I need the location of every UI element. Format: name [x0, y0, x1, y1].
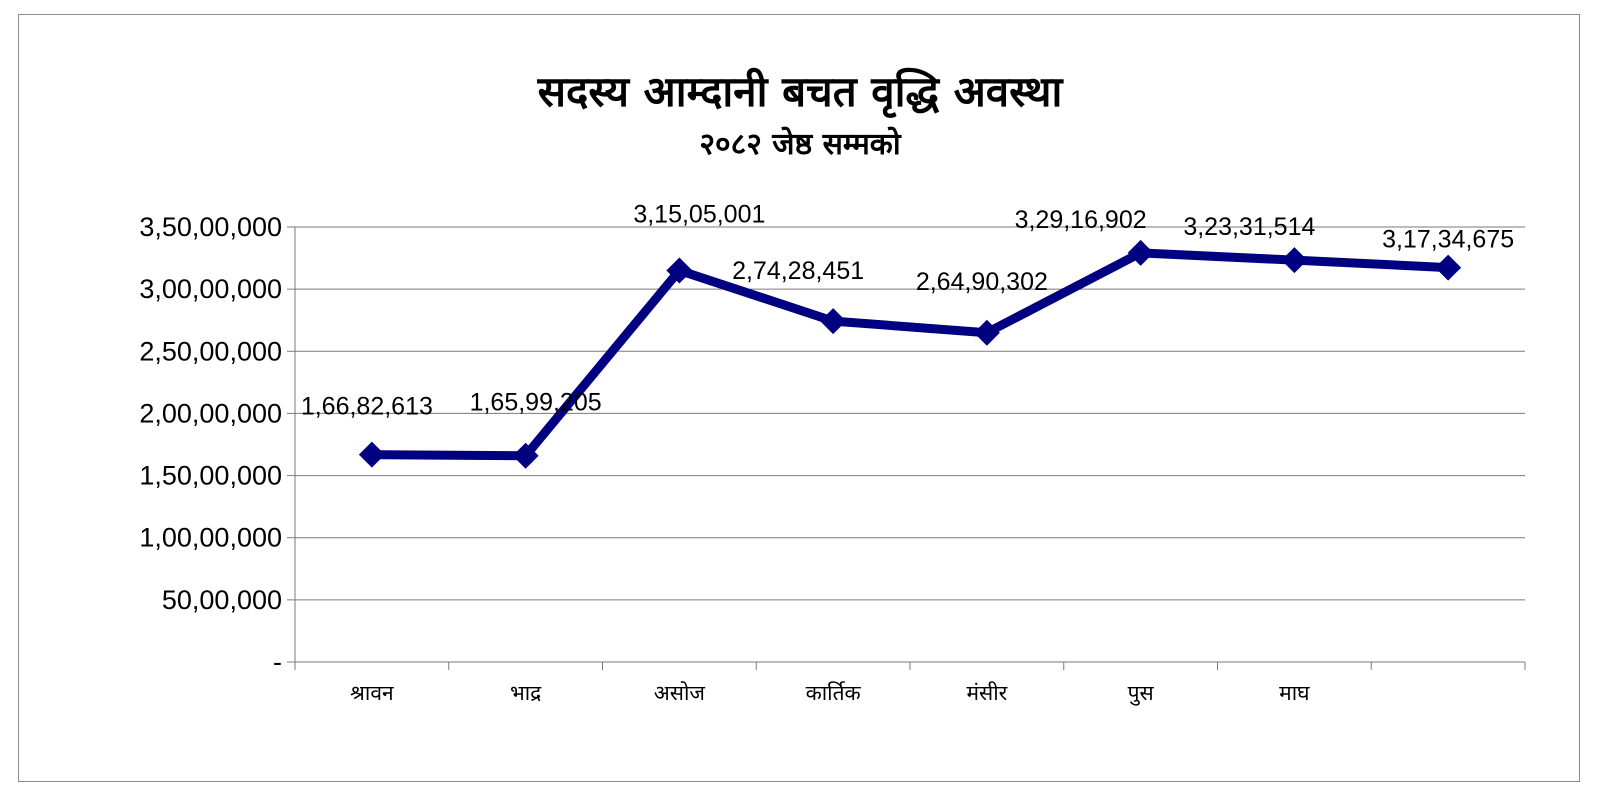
y-tick-label: - — [273, 647, 282, 677]
data-point-marker — [358, 441, 385, 468]
x-tick-label: असोज — [654, 681, 706, 705]
data-label: 3,17,34,675 — [1382, 226, 1514, 254]
data-point-marker — [512, 442, 539, 469]
x-tick-label: माघ — [1279, 681, 1310, 705]
x-tick-label: भाद्र — [510, 681, 542, 705]
x-tick-label: श्रावन — [350, 681, 394, 705]
data-label: 1,65,99,205 — [470, 389, 602, 417]
y-tick-label: 3,00,00,000 — [139, 274, 282, 304]
x-tick-label: पुस — [1128, 681, 1155, 706]
chart-frame — [18, 14, 1580, 782]
x-tick-label: कार्तिक — [806, 681, 862, 705]
data-point-marker — [820, 308, 847, 335]
data-point-marker — [973, 319, 1000, 346]
data-label: 2,64,90,302 — [916, 268, 1048, 296]
data-point-marker — [666, 257, 693, 284]
series-line — [371, 248, 1449, 461]
data-point-marker — [1435, 254, 1462, 281]
y-tick-label: 50,00,000 — [162, 585, 282, 615]
data-label: 3,15,05,001 — [633, 200, 765, 228]
y-tick-label: 1,00,00,000 — [139, 523, 282, 553]
data-point-marker — [1127, 239, 1154, 266]
x-tick-label: मंसीर — [966, 681, 1007, 705]
data-label: 1,66,82,613 — [301, 393, 433, 421]
chart-title: सदस्य आम्दानी बचत वृद्धि अवस्था — [537, 67, 1063, 116]
chart-subtitle: २०८२ जेष्ठ सम्मको — [699, 127, 901, 162]
data-point-marker — [1281, 247, 1308, 274]
data-label: 2,74,28,451 — [732, 257, 864, 285]
y-tick-label: 1,50,00,000 — [139, 461, 282, 491]
y-tick-label: 3,50,00,000 — [139, 212, 282, 242]
data-label: 3,29,16,902 — [1015, 206, 1147, 234]
y-tick-label: 2,00,00,000 — [139, 398, 282, 428]
data-label: 3,23,31,514 — [1183, 213, 1315, 241]
y-tick-label: 2,50,00,000 — [139, 336, 282, 366]
